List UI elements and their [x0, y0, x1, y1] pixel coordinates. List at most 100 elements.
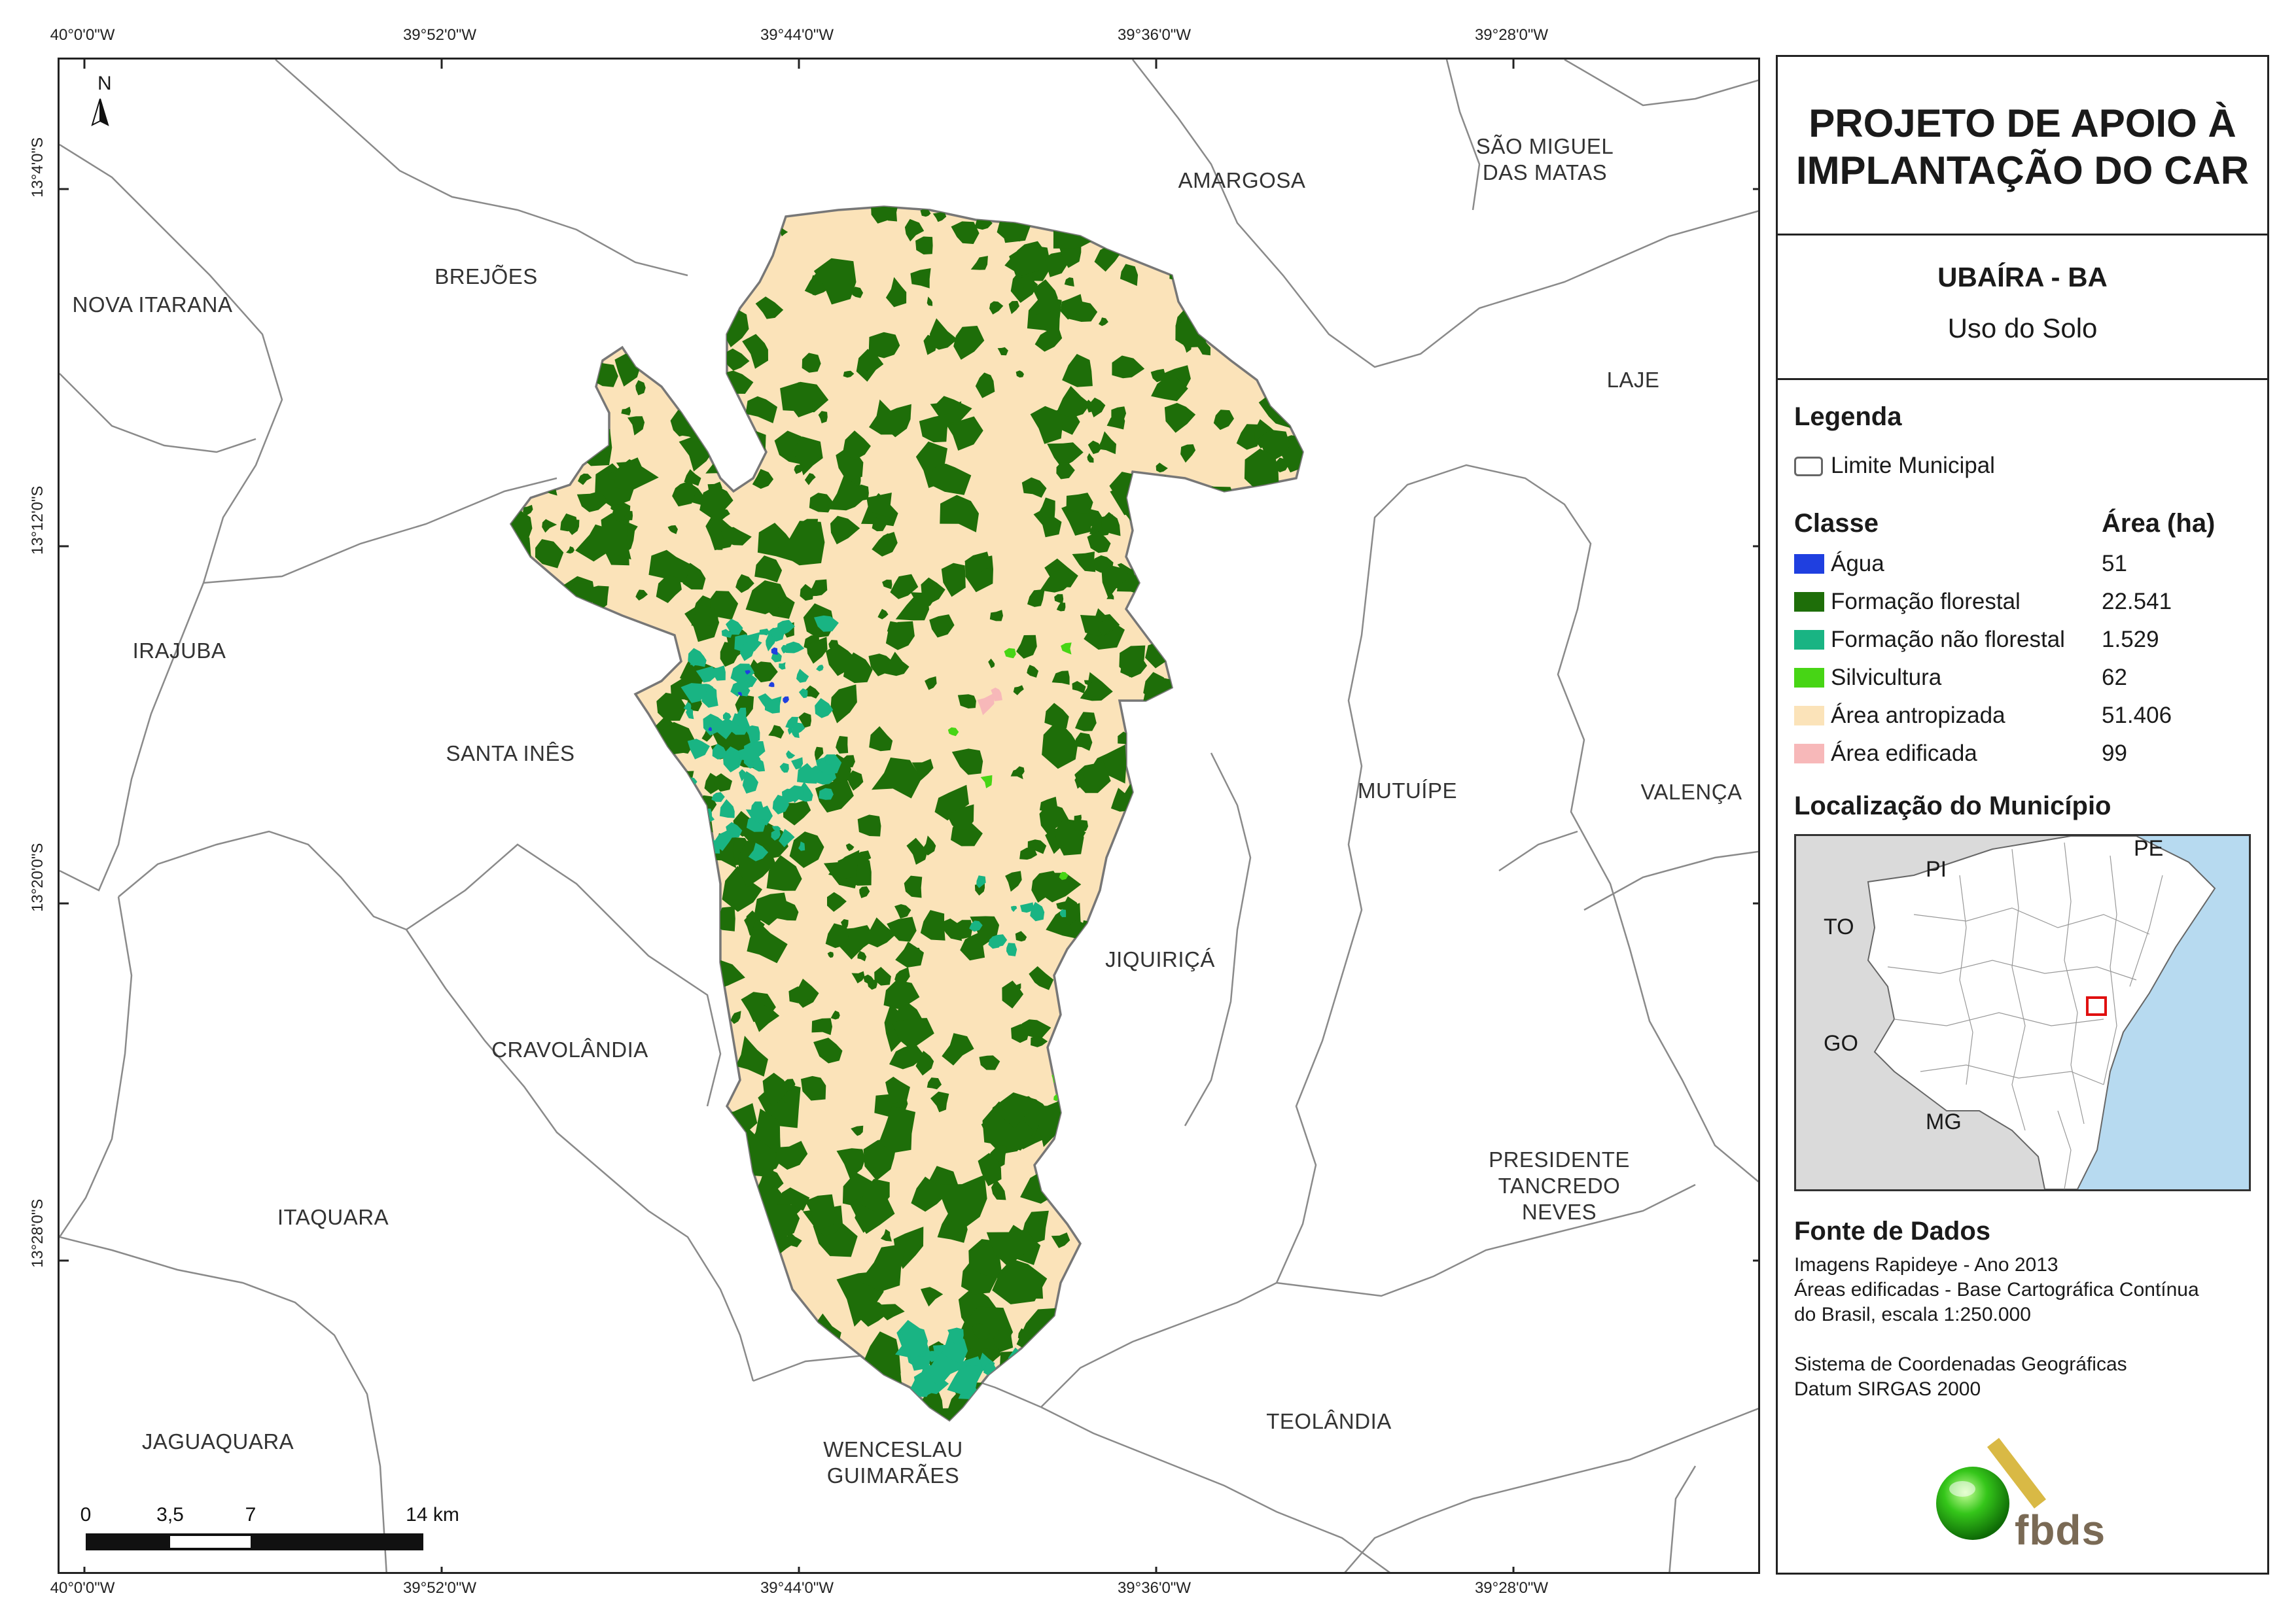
forest-patch	[615, 1176, 660, 1223]
non-forest-patch	[998, 1365, 1018, 1384]
forest-patch	[1044, 703, 1069, 729]
forest-patch	[618, 905, 641, 930]
forest-patch	[585, 585, 609, 613]
forest-patch	[1019, 276, 1035, 296]
forest-patch	[1064, 277, 1074, 287]
forest-patch	[1122, 1180, 1158, 1218]
forest-patch	[1203, 222, 1224, 251]
map-frame[interactable]: N AMARGOSA SÃO MIGUEL DAS MATAS BREJÕES …	[58, 58, 1760, 1574]
forest-patch	[942, 1033, 974, 1066]
forest-patch	[1160, 938, 1174, 947]
forest-patch	[851, 1125, 864, 1136]
forest-patch	[613, 459, 659, 491]
forest-patch	[1073, 820, 1088, 833]
label-brejoes: BREJÕES	[434, 264, 538, 288]
forest-patch	[957, 694, 976, 708]
map-canvas[interactable]	[60, 60, 1760, 1574]
forest-patch	[828, 640, 839, 651]
forest-patch	[1202, 695, 1229, 727]
forest-patch	[730, 1011, 741, 1024]
forest-patch	[845, 843, 855, 851]
forest-patch	[915, 236, 933, 254]
forest-patch	[516, 1340, 539, 1360]
forest-patch	[1241, 1172, 1263, 1198]
non-forest-patch	[717, 718, 739, 740]
forest-patch	[1099, 994, 1129, 1028]
water-patch	[745, 670, 751, 675]
forest-patch	[1069, 985, 1087, 1005]
forest-patch	[588, 806, 611, 831]
forest-patch	[1112, 1312, 1133, 1335]
forest-patch	[1054, 1393, 1104, 1420]
non-forest-patch	[742, 771, 758, 794]
forest-patch	[1154, 545, 1184, 580]
forest-patch	[653, 924, 677, 952]
forest-patch	[872, 517, 887, 532]
forest-patch	[1063, 1051, 1086, 1074]
forest-patch	[1245, 969, 1286, 995]
non-forest-patch	[976, 875, 986, 888]
forest-patch	[1066, 493, 1093, 514]
forest-patch	[588, 730, 605, 751]
forest-patch	[722, 1282, 735, 1295]
forest-patch	[805, 685, 820, 699]
forest-patch	[694, 1019, 705, 1030]
forest-patch	[691, 843, 703, 858]
forest-patch	[754, 892, 788, 926]
forest-patch	[714, 253, 740, 278]
municipal-boundaries	[60, 60, 1758, 1572]
forest-patch	[929, 463, 972, 495]
forest-patch	[1146, 882, 1165, 899]
forest-patch	[723, 1295, 762, 1342]
non-forest-patch	[696, 666, 718, 683]
forest-patch	[1057, 1167, 1082, 1188]
forest-patch	[1286, 837, 1303, 866]
forest-patch	[894, 967, 910, 986]
forest-patch	[694, 945, 715, 958]
forest-patch	[621, 743, 650, 769]
forest-patch	[1004, 241, 1048, 276]
forest-patch	[1259, 1198, 1290, 1231]
location-heading: Localização do Município	[1794, 792, 2111, 820]
forest-patch	[684, 469, 701, 486]
built-area-patch	[991, 688, 1002, 701]
forest-patch	[660, 722, 696, 754]
forest-patch	[629, 1144, 639, 1157]
forest-patch	[930, 1091, 949, 1113]
non-forest-patch	[1000, 1368, 1023, 1392]
forest-patch	[1213, 410, 1234, 430]
forest-patch	[1251, 639, 1265, 654]
forest-patch	[1228, 1061, 1292, 1125]
forest-patch	[724, 207, 752, 237]
forest-patch	[713, 906, 735, 932]
forest-patch	[523, 504, 533, 515]
forest-patch	[523, 583, 542, 607]
forest-patch	[590, 779, 627, 809]
forest-patch	[869, 726, 893, 752]
forest-patch	[857, 814, 881, 837]
non-forest-patch	[1027, 1336, 1057, 1370]
forest-patch	[1188, 876, 1212, 897]
forest-patch	[1146, 1195, 1162, 1212]
forest-patch	[1037, 873, 1082, 903]
forest-patch	[855, 1370, 903, 1411]
locator-map[interactable]: PI PE TO GO MG	[1794, 834, 2251, 1191]
forest-patch	[1263, 290, 1288, 311]
forest-patch	[665, 1328, 707, 1387]
forest-patch	[1129, 1153, 1142, 1161]
forest-patch	[735, 574, 754, 593]
forest-patch	[584, 1406, 600, 1420]
forest-patch	[1164, 402, 1196, 433]
forest-patch	[788, 382, 814, 417]
forest-patch	[904, 875, 923, 898]
forest-patch	[656, 1149, 686, 1183]
forest-patch	[574, 999, 610, 1038]
forest-patch	[557, 1197, 597, 1229]
forest-patch	[514, 450, 542, 475]
non-forest-patch	[683, 702, 692, 710]
forest-patch	[1124, 1346, 1182, 1394]
forest-patch	[1192, 797, 1227, 836]
forest-patch	[927, 296, 933, 306]
non-forest-patch	[748, 843, 769, 862]
forest-patch	[1101, 512, 1121, 536]
